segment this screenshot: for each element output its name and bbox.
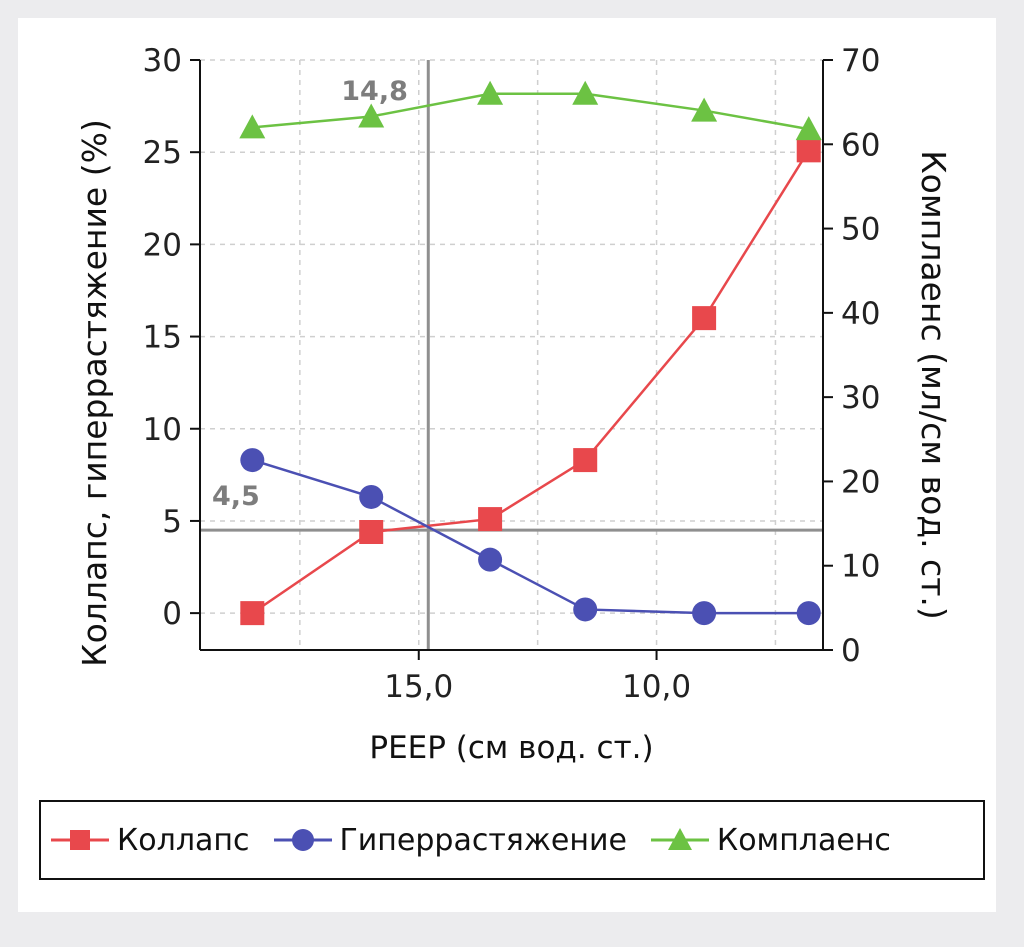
reference-lines <box>200 60 823 650</box>
y-left-tick-label: 5 <box>162 504 182 540</box>
y-right-tick-label: 70 <box>841 43 880 79</box>
y-right-tick-label: 50 <box>841 212 880 248</box>
data-point-square <box>692 306 717 331</box>
series-line-1 <box>251 458 809 615</box>
x-axis-title: PEEP (см вод. ст.) <box>369 730 653 766</box>
series-line-0 <box>251 149 810 615</box>
data-point-triangle <box>358 103 385 128</box>
y-left-tick-label: 25 <box>143 135 182 171</box>
data-point-square <box>359 520 384 544</box>
x-tick-label: 15,0 <box>384 669 453 705</box>
axes <box>190 59 833 660</box>
data-point-triangle <box>572 80 599 105</box>
data-point-circle <box>240 448 265 473</box>
square-marker-icon <box>51 830 109 850</box>
y-right-tick-label: 60 <box>841 127 880 163</box>
data-point-square <box>796 138 821 163</box>
y-left-tick-label: 10 <box>143 412 182 448</box>
data-point-circle <box>478 547 503 572</box>
y-right-tick-label: 30 <box>841 380 880 416</box>
legend-item-hyperinflation: Гиперрастяжение <box>273 822 627 858</box>
legend-item-compliance: Комплаенс <box>650 822 891 858</box>
figure-panel: 14,8 4,5 0 5 10 15 20 25 30 0 10 20 30 40 50 60 70 15,0 10… <box>18 18 996 912</box>
y-right-tick-label: 40 <box>841 296 880 332</box>
legend-label-compliance: Комплаенс <box>716 822 891 858</box>
data-point-circle <box>692 601 717 626</box>
reference-label-horizontal: 4,5 <box>212 481 260 512</box>
x-tick-label: 10,0 <box>622 669 691 705</box>
gridlines <box>200 59 823 650</box>
data-point-triangle <box>691 97 718 122</box>
data-point-square <box>478 507 503 532</box>
y-axis-right-title: Комплаенс (мл/см вод. ст.) <box>914 150 953 620</box>
y-left-tick-label: 20 <box>143 227 182 263</box>
data-point-circle <box>796 601 821 626</box>
chart: 14,8 4,5 0 5 10 15 20 25 30 0 10 20 30 40 50 60 70 15,0 10… <box>75 43 953 766</box>
y-left-tick-label: 0 <box>162 596 182 632</box>
data-point-triangle <box>239 114 266 139</box>
y-left-tick-label: 15 <box>143 320 182 356</box>
y-left-tick-label: 30 <box>143 43 182 79</box>
legend-label-hyperinflation: Гиперрастяжение <box>339 822 627 858</box>
data-point-circle <box>359 484 384 509</box>
series-line-2 <box>252 92 809 131</box>
data-series <box>239 80 822 626</box>
data-point-square <box>240 601 265 626</box>
legend-label-collapse: Коллапс <box>117 822 250 858</box>
reference-label-vertical: 14,8 <box>341 76 408 107</box>
legend: Коллапс Гиперрастяжение Комплаенс <box>39 800 985 880</box>
circle-marker-icon <box>273 829 332 851</box>
triangle-marker-icon <box>650 828 709 850</box>
y-right-tick-label: 10 <box>841 549 880 585</box>
y-right-tick-label: 20 <box>841 464 880 500</box>
y-right-tick-label: 0 <box>841 633 861 669</box>
data-point-circle <box>573 597 598 622</box>
labels: 14,8 4,5 0 5 10 15 20 25 30 0 10 20 30 40 50 60 70 15,0 10… <box>75 43 953 766</box>
y-axis-left-title: Коллапс, гиперрастяжение (%) <box>75 119 114 667</box>
data-point-square <box>573 448 598 473</box>
data-point-triangle <box>795 116 822 141</box>
legend-item-collapse: Коллапс <box>51 823 250 858</box>
data-point-triangle <box>477 80 504 105</box>
